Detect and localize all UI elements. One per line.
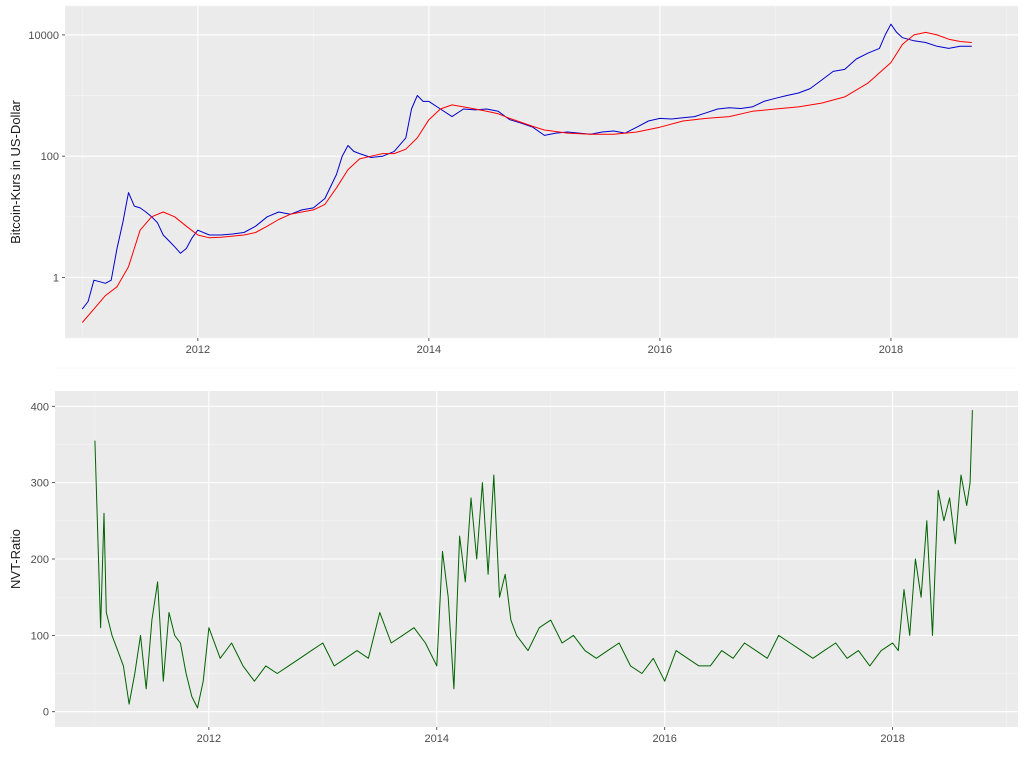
price-plot-background <box>65 6 1018 338</box>
nvt-y-tick-label: 100 <box>31 630 49 642</box>
nvt-series-line-1 <box>94 410 973 709</box>
price-series-line-2 <box>81 31 972 323</box>
price-x-tick-label: 2012 <box>186 344 210 356</box>
price-y-ticks: 1 100 10000 <box>28 30 65 284</box>
price-series-lines <box>81 23 972 323</box>
price-x-tick-label: 2016 <box>648 344 672 356</box>
nvt-y-tick-label: 0 <box>43 707 49 719</box>
nvt-panel: 0 100 200 300 400 2012 2014 2016 2018 NVT-Ratio <box>8 367 1018 745</box>
nvt-y-tick-label: 300 <box>31 478 49 490</box>
nvt-y-tick-label: 400 <box>31 401 49 413</box>
nvt-y-axis-title: NVT-Ratio <box>8 529 23 589</box>
price-y-tick-label: 100 <box>41 151 59 163</box>
price-y-tick-label: 10000 <box>28 30 59 42</box>
nvt-series-lines <box>94 410 973 709</box>
price-series-line-1 <box>81 23 972 310</box>
nvt-x-tick-label: 2014 <box>425 733 449 745</box>
price-major-gridlines <box>65 6 1018 338</box>
price-y-tick-label: 1 <box>53 272 59 284</box>
price-minor-gridlines <box>65 5 1018 339</box>
price-y-axis-title: Bitcoin-Kurs in US-Dollar <box>8 99 23 243</box>
price-panel: 1 100 10000 2012 2014 2016 2018 Bitcoin-Kurs … <box>8 5 1018 356</box>
nvt-x-tick-label: 2016 <box>652 733 676 745</box>
nvt-major-gridlines <box>55 391 1018 727</box>
nvt-x-ticks: 2012 2014 2016 2018 <box>197 727 905 745</box>
nvt-x-tick-label: 2018 <box>880 733 904 745</box>
nvt-y-ticks: 0 100 200 300 400 <box>31 401 55 719</box>
price-x-tick-label: 2014 <box>417 344 441 356</box>
nvt-y-tick-label: 200 <box>31 554 49 566</box>
nvt-x-tick-label: 2012 <box>197 733 221 745</box>
price-x-ticks: 2012 2014 2016 2018 <box>186 338 903 356</box>
price-x-tick-label: 2018 <box>879 344 903 356</box>
